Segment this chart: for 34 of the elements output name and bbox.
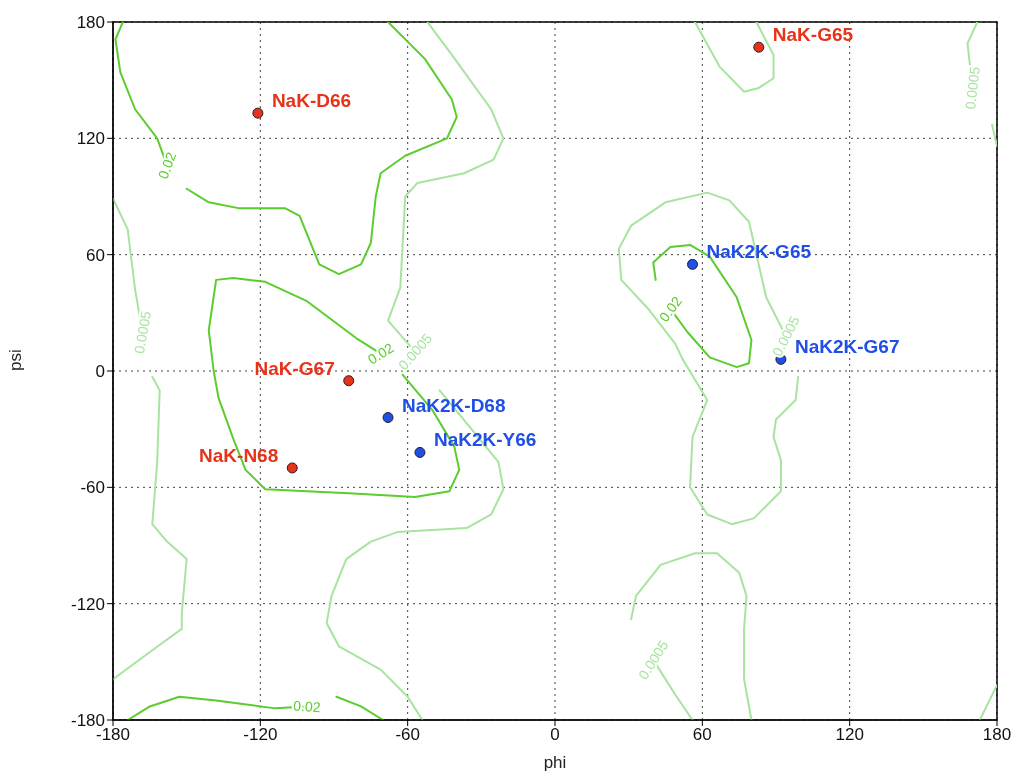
- annotation: 0.02: [292, 697, 322, 716]
- point: [382, 412, 394, 424]
- x-tick-label: 60: [692, 725, 712, 745]
- y-tick-label: -60: [80, 478, 105, 498]
- x-tick-label: 0: [550, 725, 560, 745]
- annotation: 0.0005: [130, 309, 155, 355]
- line-series: [693, 22, 775, 93]
- y-tick-label: 120: [76, 129, 105, 149]
- x-tick-label: 120: [835, 725, 864, 745]
- y-tick-label: 180: [76, 13, 105, 33]
- x-axis-title: phi: [543, 753, 567, 772]
- line-series: [630, 552, 753, 720]
- line-series: [113, 375, 188, 681]
- x-tick-label: 180: [982, 725, 1012, 745]
- x-tick-label: -60: [395, 725, 420, 745]
- point: [286, 462, 298, 474]
- point: [414, 446, 426, 458]
- series-label: NaK-D66: [271, 90, 352, 112]
- annotation: 0.02: [364, 339, 397, 368]
- series-label: NaK-G67: [254, 357, 335, 379]
- point: [753, 41, 765, 53]
- series-label: NaK2K-G65: [706, 241, 812, 263]
- y-tick-label: 60: [86, 245, 105, 265]
- point: [252, 107, 264, 119]
- point: [687, 258, 699, 270]
- y-tick-label: 0: [95, 362, 105, 382]
- line-series: [185, 22, 458, 276]
- x-tick-label: -120: [243, 725, 278, 745]
- point: [343, 375, 355, 387]
- series-label: NaK-G65: [772, 24, 854, 46]
- annotation: 0.0005: [962, 65, 983, 111]
- y-tick-label: -120: [70, 594, 105, 614]
- y-axis-title: psi: [6, 349, 26, 371]
- annotation: 0.02: [154, 149, 180, 182]
